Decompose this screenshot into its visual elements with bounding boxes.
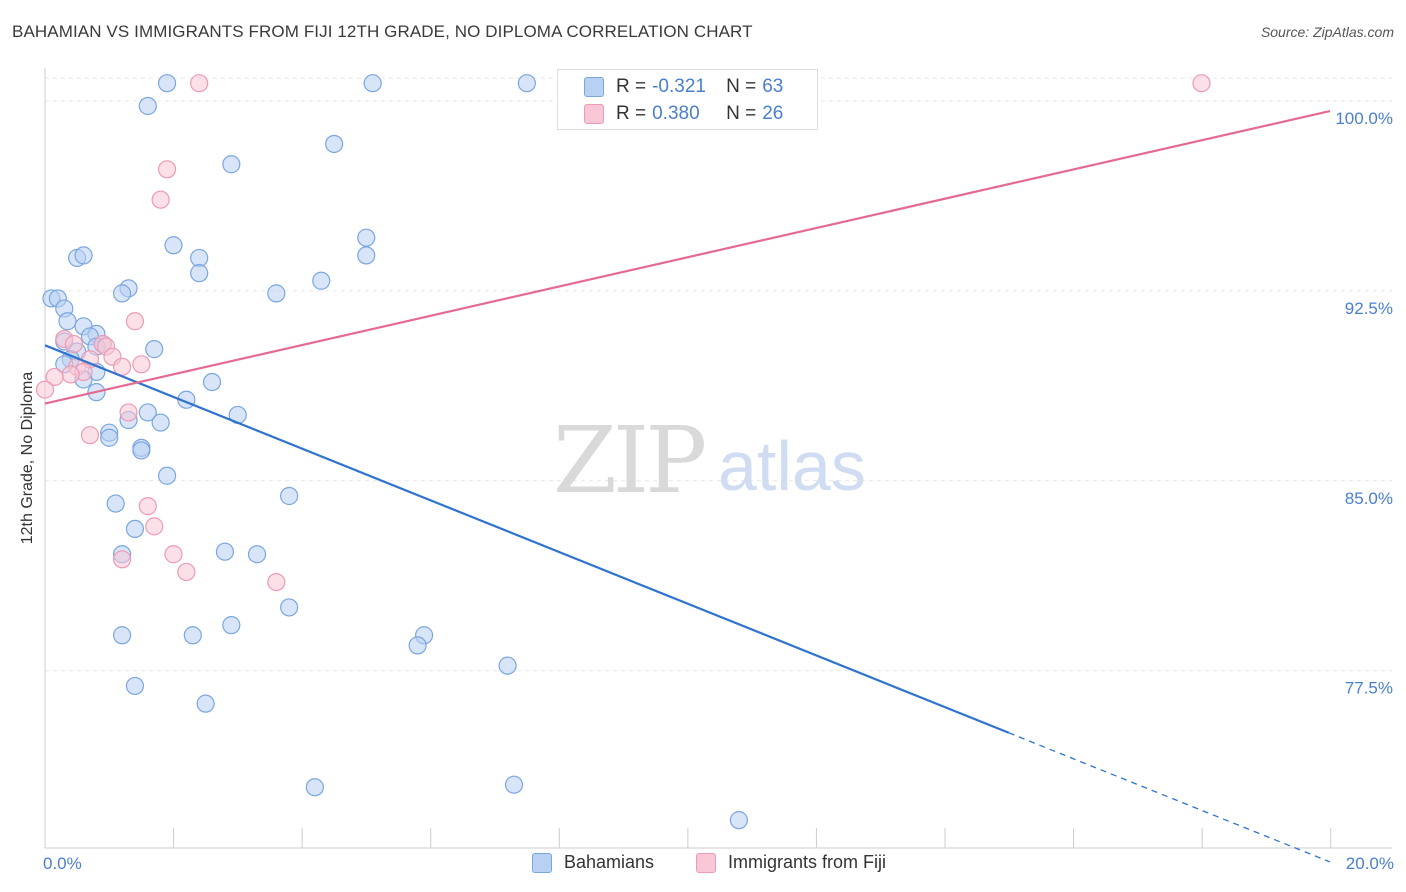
- data-point-bahamians: [112, 284, 132, 303]
- chart-title: BAHAMIAN VS IMMIGRANTS FROM FIJI 12TH GR…: [12, 22, 753, 41]
- data-point-fiji: [190, 74, 209, 93]
- data-point-bahamians: [247, 545, 267, 564]
- data-point-bahamians: [112, 626, 132, 645]
- data-point-fiji: [177, 562, 196, 582]
- data-point-bahamians: [517, 74, 536, 93]
- points-layer: [35, 74, 1211, 830]
- data-point-bahamians: [222, 155, 241, 174]
- legend-n-label: N =: [726, 76, 757, 97]
- data-point-bahamians: [357, 246, 376, 265]
- data-point-fiji: [64, 334, 84, 354]
- legend-r-value: 0.380: [652, 103, 700, 124]
- data-point-bahamians: [408, 636, 427, 655]
- series-legend: Bahamians Immigrants from Fiji: [0, 852, 1406, 876]
- legend-swatch-pink: [584, 104, 604, 124]
- y-tick-label: 100.0%: [1335, 109, 1393, 128]
- label-layer: 77.5% 85.0% 92.5% 100.0% 0.0% 20.0% 12th Grade…: [19, 109, 1394, 873]
- trend-line-fiji: [44, 109, 1331, 405]
- data-point-fiji: [112, 550, 132, 569]
- legend-n-value: 63: [762, 76, 784, 97]
- data-point-fiji: [132, 355, 151, 374]
- data-point-bahamians: [138, 96, 157, 116]
- legend-n-label: N =: [726, 103, 757, 124]
- data-point-bahamians: [151, 413, 170, 432]
- series-legend-bahamians: Bahamians: [532, 852, 654, 873]
- series-legend-label: Bahamians: [564, 852, 655, 872]
- data-point-bahamians: [504, 775, 524, 794]
- y-axis-title: 12th Grade, No Diploma: [19, 372, 36, 545]
- data-point-bahamians: [74, 246, 93, 265]
- legend-row-bahamians: R = -0.321 N = 63: [584, 76, 783, 98]
- data-point-fiji: [35, 380, 55, 399]
- legend-r-label: R =: [616, 103, 647, 124]
- data-point-bahamians: [267, 284, 286, 303]
- data-point-fiji: [151, 190, 170, 209]
- series-legend-fiji: Immigrants from Fiji: [696, 852, 886, 873]
- y-tick-label: 85.0%: [1345, 489, 1393, 508]
- data-point-bahamians: [138, 403, 157, 422]
- data-point-bahamians: [157, 466, 177, 485]
- data-point-bahamians: [132, 441, 151, 460]
- data-point-bahamians: [280, 598, 299, 617]
- stats-legend: R = -0.321 N = 63 R = 0.380 N = 26: [557, 69, 818, 130]
- data-point-fiji: [80, 426, 100, 445]
- trend-line-extension: [1008, 732, 1331, 863]
- x-tick-label: 0.0%: [43, 854, 82, 873]
- data-point-bahamians: [190, 248, 209, 268]
- data-point-bahamians: [145, 340, 164, 359]
- data-point-bahamians: [125, 519, 145, 539]
- axis-layer: [44, 68, 1392, 849]
- data-point-bahamians: [305, 778, 324, 797]
- y-tick-label: 77.5%: [1345, 679, 1393, 698]
- data-point-bahamians: [357, 228, 376, 247]
- data-point-bahamians: [215, 542, 234, 561]
- data-point-bahamians: [498, 656, 517, 675]
- data-point-bahamians: [106, 494, 125, 513]
- y-tick-label: 92.5%: [1345, 299, 1393, 318]
- trend-layer: [44, 109, 1331, 863]
- trend-line-bahamians: [44, 344, 1010, 734]
- data-point-fiji: [157, 160, 177, 179]
- legend-r-label: R =: [616, 76, 647, 97]
- x-tick-label: 20.0%: [1346, 854, 1394, 873]
- data-point-bahamians: [164, 236, 183, 255]
- data-point-fiji: [125, 312, 145, 331]
- data-point-fiji: [145, 517, 164, 536]
- legend-swatch-blue: [584, 77, 604, 97]
- data-point-bahamians: [157, 74, 177, 93]
- data-point-fiji: [61, 365, 80, 384]
- data-point-bahamians: [312, 271, 331, 290]
- data-point-bahamians: [222, 616, 241, 635]
- data-point-fiji: [119, 403, 138, 422]
- watermark-atlas: atlas: [718, 427, 866, 505]
- series-legend-label: Immigrants from Fiji: [728, 852, 887, 872]
- series-swatch-blue: [532, 852, 552, 873]
- data-point-bahamians: [729, 811, 749, 830]
- watermark: ZIP atlas: [553, 407, 866, 514]
- legend-n-value: 26: [762, 103, 784, 124]
- data-point-fiji: [138, 497, 157, 516]
- data-point-fiji: [267, 572, 286, 592]
- legend-row-fiji: R = 0.380 N = 26: [584, 103, 783, 125]
- data-point-bahamians: [202, 372, 222, 392]
- data-point-bahamians: [325, 134, 344, 154]
- data-point-fiji: [45, 367, 64, 387]
- data-point-fiji: [1192, 74, 1211, 93]
- series-swatch-pink: [696, 852, 716, 873]
- watermark-zip: ZIP: [553, 407, 704, 514]
- source-label: Source: ZipAtlas.com: [1260, 24, 1394, 40]
- data-point-fiji: [164, 545, 183, 564]
- data-point-bahamians: [58, 312, 77, 331]
- data-point-bahamians: [190, 264, 209, 283]
- data-point-bahamians: [100, 428, 119, 447]
- legend-r-value: -0.321: [652, 76, 706, 97]
- grid-layer: [45, 77, 1392, 672]
- data-point-bahamians: [280, 486, 299, 506]
- data-point-bahamians: [125, 676, 145, 696]
- data-point-bahamians: [363, 74, 382, 93]
- data-point-bahamians: [196, 694, 215, 713]
- data-point-bahamians: [183, 626, 202, 645]
